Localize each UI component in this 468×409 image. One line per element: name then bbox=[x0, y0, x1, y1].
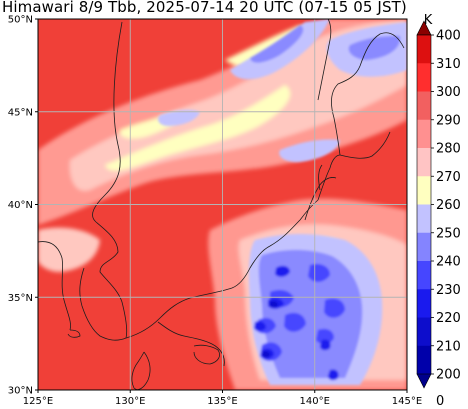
colorbar-segment bbox=[417, 232, 431, 262]
longitude-axis: 125°E 130°E 135°E 140°E 145°E bbox=[23, 390, 422, 407]
colorbar-tick-label: 400 bbox=[436, 29, 461, 44]
colorbar-tick-label: 270 bbox=[436, 170, 461, 185]
lat-tick-label: 35°N bbox=[8, 293, 33, 304]
colorbar-segment bbox=[417, 204, 431, 234]
lon-tick-label: 145°E bbox=[392, 396, 422, 407]
colorbar-bottom-label: 0 bbox=[436, 394, 444, 409]
colorbar-labels: 200 210 220 230 240 250 260 270 280 290 300 310 400 0 bbox=[431, 29, 461, 409]
colorbar-segment bbox=[417, 345, 431, 375]
map-panel bbox=[38, 19, 407, 390]
colorbar-segment bbox=[417, 63, 431, 92]
colorbar-segment bbox=[417, 261, 431, 290]
colorbar-unit-label: K bbox=[424, 13, 433, 28]
colorbar-segment bbox=[417, 148, 431, 177]
colorbar-segment bbox=[417, 35, 431, 64]
map-title: Himawari 8/9 Tbb, 2025-07-14 20 UTC (07-… bbox=[2, 0, 407, 16]
lon-tick-label: 125°E bbox=[23, 396, 53, 407]
convective-cells bbox=[248, 234, 383, 385]
colorbar-tick-label: 280 bbox=[436, 142, 461, 157]
colorbar bbox=[416, 20, 432, 389]
colorbar-segment bbox=[417, 317, 431, 347]
colorbar-tick-label: 220 bbox=[436, 311, 461, 326]
colorbar-segment bbox=[417, 91, 431, 121]
colorbar-tick-label: 290 bbox=[436, 113, 461, 128]
lon-tick-label: 140°E bbox=[300, 396, 330, 407]
colorbar-extend-min bbox=[416, 373, 432, 389]
lon-tick-label: 130°E bbox=[115, 396, 145, 407]
colorbar-segment bbox=[417, 176, 431, 205]
colorbar-segment bbox=[417, 119, 431, 149]
lat-tick-label: 40°N bbox=[8, 200, 33, 211]
colorbar-segment bbox=[417, 289, 431, 318]
colorbar-tick-label: 250 bbox=[436, 226, 461, 241]
coastlines bbox=[38, 19, 405, 390]
colorbar-tick-label: 240 bbox=[436, 255, 461, 270]
latitude-axis: 30°N 35°N 40°N 45°N 50°N bbox=[8, 15, 38, 397]
colorbar-tick-label: 210 bbox=[436, 339, 461, 354]
lat-tick-label: 45°N bbox=[8, 107, 33, 118]
colorbar-tick-label: 200 bbox=[436, 368, 461, 383]
lat-tick-label: 30°N bbox=[8, 386, 33, 397]
gridlines bbox=[38, 19, 407, 390]
colorbar-tick-label: 300 bbox=[436, 85, 461, 100]
lat-tick-label: 50°N bbox=[8, 15, 33, 26]
colorbar-tick-label: 260 bbox=[436, 198, 461, 213]
lon-tick-label: 135°E bbox=[207, 396, 237, 407]
colorbar-tick-label: 230 bbox=[436, 283, 461, 298]
colorbar-tick-label: 310 bbox=[436, 57, 461, 72]
